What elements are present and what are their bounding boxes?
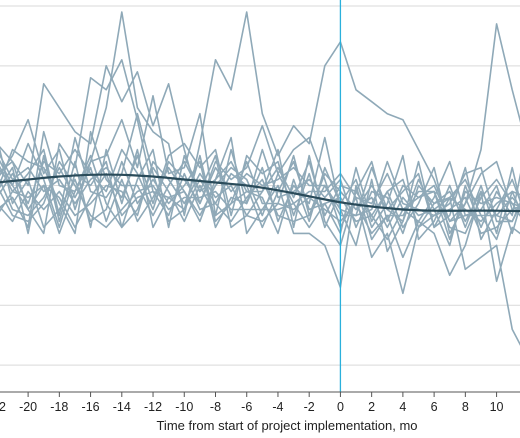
series-line-14 — [0, 166, 520, 235]
x-tick-label: -6 — [241, 400, 252, 414]
series-line-15 — [0, 148, 520, 235]
x-tick-label: -14 — [113, 400, 131, 414]
x-tick-label: -8 — [210, 400, 221, 414]
x-tick-label: -4 — [272, 400, 283, 414]
x-tick-label: -10 — [175, 400, 193, 414]
x-tick-label: 6 — [431, 400, 438, 414]
series-line-5 — [0, 112, 520, 235]
x-tick-label: 8 — [462, 400, 469, 414]
x-tick-label: 4 — [399, 400, 406, 414]
series-lines — [0, 11, 520, 346]
trend-line — [0, 173, 520, 213]
x-tick-label: 2 — [368, 400, 375, 414]
x-tick-label: -2 — [304, 400, 315, 414]
trend-line-group — [0, 173, 520, 213]
x-tick-label: -18 — [50, 400, 68, 414]
x-tick-label: -20 — [19, 400, 37, 414]
x-tick-label: -22 — [0, 400, 6, 414]
x-axis-title: Time from start of project implementatio… — [156, 418, 417, 433]
x-tick-label: 10 — [490, 400, 504, 414]
x-tick-label: -12 — [144, 400, 162, 414]
series-line-16 — [0, 145, 520, 247]
x-tick-label: 0 — [337, 400, 344, 414]
x-tick-label: -16 — [82, 400, 100, 414]
x-axis: -22-20-18-16-14-12-10-8-6-4-2024681012 — [0, 391, 520, 414]
